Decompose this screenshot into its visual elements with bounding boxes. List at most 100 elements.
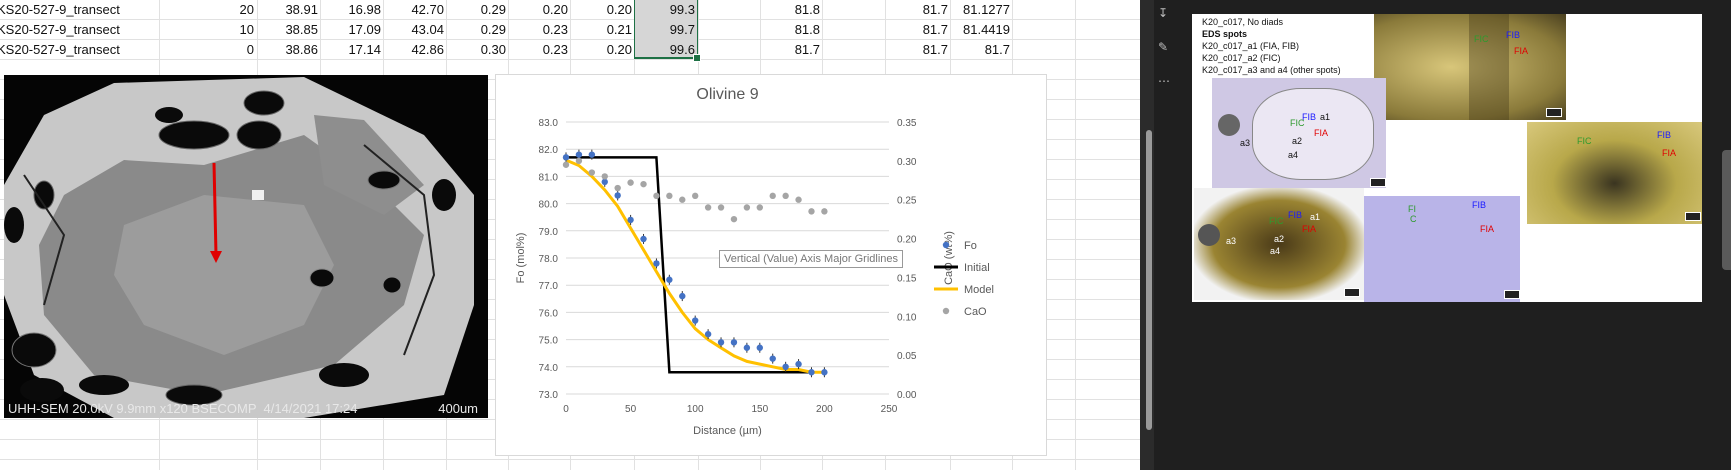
- slide-line-1: K20_c017, No diads: [1202, 17, 1284, 27]
- a3-label: a3: [1240, 138, 1251, 148]
- data-point-fo: [795, 360, 802, 368]
- table-cell[interactable]: KS20-527-9_transect: [0, 42, 120, 57]
- table-cell[interactable]: 99.7: [669, 22, 695, 37]
- table-cell[interactable]: 38.86: [285, 42, 318, 57]
- fib-marker-label: FIB: [1506, 30, 1521, 40]
- fia-marker-label-5: FIA: [1480, 224, 1495, 234]
- y2-tick-label: 0.00: [897, 390, 917, 401]
- y2-tick-label: 0.35: [897, 118, 917, 129]
- table-cell[interactable]: 81.8: [794, 2, 820, 17]
- x-tick-label: 200: [816, 404, 833, 415]
- fia-marker-label: FIA: [1514, 46, 1529, 56]
- fill-handle[interactable]: [693, 54, 701, 62]
- a2-label-2: a2: [1274, 234, 1285, 244]
- data-point-fo: [769, 355, 776, 362]
- selected-column-cells[interactable]: [634, 0, 698, 59]
- table-cell[interactable]: 99.6: [669, 42, 695, 57]
- table-cell[interactable]: 0.21: [606, 22, 632, 37]
- data-point-fo: [614, 192, 621, 199]
- table-cell[interactable]: 99.3: [669, 2, 695, 17]
- y2-tick-label: 0.05: [897, 351, 917, 362]
- data-point-fo: [562, 154, 570, 161]
- scale-bar-tag-2: [1370, 178, 1386, 187]
- table-cell[interactable]: 0.30: [480, 42, 506, 57]
- table-cell[interactable]: 0: [246, 42, 254, 57]
- table-cell[interactable]: 0.29: [480, 22, 506, 37]
- table-cell[interactable]: 16.98: [348, 2, 381, 17]
- table-cell[interactable]: 81.8: [794, 22, 820, 37]
- data-point-cao: [704, 204, 712, 211]
- legend-marker: [942, 307, 950, 315]
- table-cell[interactable]: 0.20: [606, 2, 632, 17]
- table-cell[interactable]: 20: [239, 2, 254, 17]
- data-point-cao: [614, 184, 621, 192]
- data-point-cao: [653, 192, 660, 200]
- y-tick-label: 82.0: [539, 145, 559, 156]
- table-cell[interactable]: 0.20: [542, 2, 568, 17]
- data-point-fo: [601, 178, 608, 186]
- x-tick-label: 0: [563, 404, 569, 415]
- a4-label-2: a4: [1270, 246, 1281, 256]
- legend-label: Fo: [964, 240, 977, 252]
- y-tick-label: 74.0: [539, 363, 559, 374]
- table-cell[interactable]: KS20-527-9_transect: [0, 22, 120, 37]
- y2-tick-label: 0.15: [897, 273, 917, 284]
- table-cell[interactable]: KS20-527-9_transect: [0, 2, 120, 17]
- x-tick-label: 50: [625, 404, 637, 415]
- table-cell[interactable]: 17.14: [348, 42, 381, 57]
- data-point-fo: [692, 317, 699, 324]
- sem-image[interactable]: UHH-SEM 20.0kV 9.9mm x120 BSECOMP 4/14/2…: [4, 75, 488, 418]
- a1-label-2: a1: [1310, 212, 1321, 222]
- table-cell[interactable]: 17.09: [348, 22, 381, 37]
- table-cell[interactable]: 42.70: [411, 2, 444, 17]
- data-point-fo: [821, 369, 828, 376]
- table-cell[interactable]: 42.86: [411, 42, 444, 57]
- table-cell[interactable]: 81.7: [922, 2, 948, 17]
- table-cell[interactable]: 81.1277: [963, 2, 1010, 17]
- x-tick-label: 250: [881, 404, 898, 415]
- fib-marker-label-2: FIB: [1302, 112, 1317, 122]
- data-point-cao: [821, 208, 828, 215]
- table-cell[interactable]: 0.29: [480, 2, 506, 17]
- data-point-cao: [640, 180, 647, 188]
- slide-line-3: K20_c017_a1 (FIA, FIB): [1202, 41, 1300, 51]
- table-cell[interactable]: 81.7: [922, 22, 948, 37]
- table-cell[interactable]: 38.91: [285, 2, 318, 17]
- data-point-cao: [562, 161, 570, 168]
- spreadsheet-grid[interactable]: KS20-527-9_transect 20 38.91 16.98 42.70 0.29…: [0, 0, 1140, 470]
- x-axis-label: Distance (µm): [693, 425, 762, 437]
- pen-tool-icon[interactable]: ✎: [1158, 40, 1169, 54]
- data-point-fo: [704, 330, 712, 338]
- table-cell[interactable]: 38.85: [285, 22, 318, 37]
- table-cell[interactable]: 10: [239, 22, 254, 37]
- a1-label: a1: [1320, 112, 1331, 122]
- scrollbar-thumb[interactable]: [1146, 130, 1152, 430]
- table-cell[interactable]: 0.23: [542, 22, 568, 37]
- y-tick-label: 81.0: [539, 172, 559, 183]
- data-point-cao: [575, 157, 583, 165]
- data-point-cao: [756, 204, 763, 211]
- data-point-fo: [679, 292, 686, 300]
- right-edge-handle[interactable]: [1722, 150, 1731, 270]
- text-tool-icon[interactable]: ↧: [1158, 6, 1169, 20]
- data-point-fo: [666, 276, 673, 283]
- y2-axis-label: CaO (wt%): [943, 231, 955, 285]
- table-cell[interactable]: 0.20: [606, 42, 632, 57]
- table-cell[interactable]: 43.04: [411, 22, 444, 37]
- data-point-fo: [640, 235, 647, 243]
- a3-label-2: a3: [1226, 236, 1237, 246]
- series-line-model: [565, 158, 825, 374]
- table-cell[interactable]: 81.7: [984, 42, 1010, 57]
- more-tools-icon[interactable]: ⋯: [1158, 74, 1170, 88]
- data-point-cao: [679, 196, 686, 203]
- fic-marker-label-4: FIC: [1269, 216, 1284, 226]
- data-point-fo: [717, 339, 725, 346]
- table-cell[interactable]: 81.4419: [963, 22, 1010, 37]
- table-cell[interactable]: 81.7: [794, 42, 820, 57]
- data-point-fo: [730, 339, 738, 346]
- y-tick-label: 75.0: [539, 336, 559, 347]
- table-cell[interactable]: 81.7: [922, 42, 948, 57]
- fib-marker-label-4: FIB: [1288, 210, 1303, 220]
- table-cell[interactable]: 0.23: [542, 42, 568, 57]
- slide-canvas[interactable]: K20_c017, No diads EDS spots K20_c017_a1…: [1192, 14, 1702, 302]
